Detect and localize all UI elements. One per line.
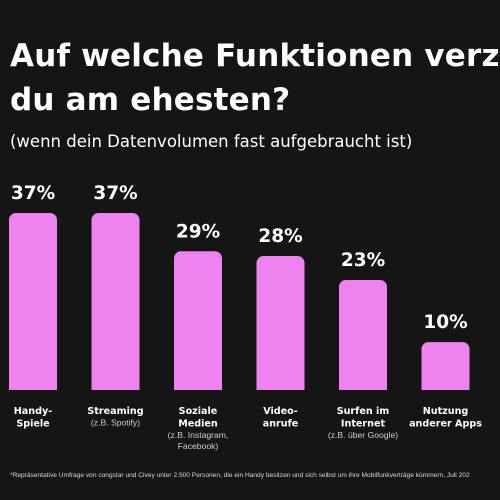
category-label: Handy-: [14, 406, 52, 417]
chart-title: Auf welche Funktionen verz du am ehesten…: [10, 34, 500, 122]
bar-group: 23% Surfen im Internet(z.B. über Google): [328, 250, 398, 440]
title-line-2: du am ehesten?: [10, 82, 291, 118]
bar-group: 10% Nutzung anderer Apps: [409, 312, 482, 429]
category-label: Soziale: [179, 406, 218, 417]
bar-baseline-mask: [421, 390, 470, 400]
value-label: 23%: [341, 250, 385, 271]
value-label: 29%: [176, 221, 220, 242]
value-label: 37%: [93, 183, 137, 204]
category-label: Streaming: [87, 406, 143, 417]
category-label: Video-: [263, 406, 298, 417]
bar-group: 37% Streaming(z.B. Spotify): [87, 183, 143, 428]
category-label: Surfen im: [337, 406, 390, 417]
value-label: 28%: [258, 226, 302, 247]
category-sublabel: (z.B. Spotify): [91, 418, 140, 428]
bar-group: 28% Video-anrufe: [256, 226, 305, 430]
bar-baseline-mask: [91, 390, 140, 400]
bar-baseline-mask: [9, 390, 57, 400]
bar-baseline-mask: [339, 390, 387, 400]
bar: [9, 213, 57, 398]
category-label: anrufe: [263, 419, 299, 430]
category-label: Internet: [341, 419, 386, 430]
bar-group: 37% Handy- Spiele: [9, 183, 57, 430]
bar-baseline-mask: [174, 390, 222, 400]
chart-subtitle: (wenn dein Datenvolumen fast aufgebrauch…: [10, 132, 413, 151]
value-label: 37%: [11, 183, 55, 204]
category-sublabel: (z.B. Instagram,: [168, 430, 229, 440]
bar: [91, 213, 140, 398]
category-label: Nutzung: [423, 406, 469, 417]
bar: [421, 342, 470, 398]
bar-baseline-mask: [256, 390, 305, 400]
bar: [174, 251, 222, 398]
category-sublabel: Facebook): [178, 441, 219, 451]
category-label: Spiele: [16, 419, 50, 430]
category-sublabel: (z.B. über Google): [328, 430, 398, 440]
title-line-1: Auf welche Funktionen verz: [10, 38, 500, 74]
category-label: Medien: [178, 419, 218, 430]
value-label: 10%: [423, 312, 467, 333]
category-label: anderer Apps: [409, 419, 482, 430]
bar: [256, 256, 305, 398]
footnote: *Repräsentative Umfrage von congstar und…: [10, 472, 470, 479]
bar: [339, 279, 387, 398]
bar-group: 29% Soziale Medien(z.B. Instagram,Facebook…: [168, 221, 229, 451]
